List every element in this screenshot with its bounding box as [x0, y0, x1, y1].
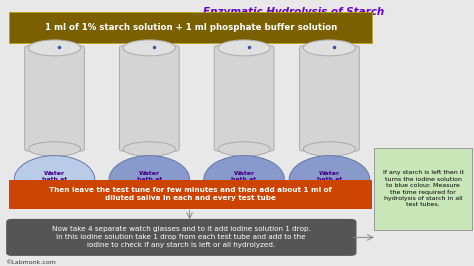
Text: ©Labmonk.com: ©Labmonk.com [5, 260, 55, 265]
Text: 1 ml of 1% starch solution + 1 ml phosphate buffer solution: 1 ml of 1% starch solution + 1 ml phosph… [45, 23, 337, 32]
Text: Water
bath at
0°C: Water bath at 0°C [42, 171, 67, 188]
Ellipse shape [123, 40, 175, 56]
Ellipse shape [218, 40, 270, 56]
Ellipse shape [28, 40, 81, 56]
FancyBboxPatch shape [6, 219, 356, 256]
Text: Water
bath at
25°C: Water bath at 25°C [137, 171, 162, 188]
Ellipse shape [303, 40, 356, 56]
FancyBboxPatch shape [25, 46, 84, 151]
Text: Now take 4 separate watch glasses and to it add iodine solution 1 drop.
In this : Now take 4 separate watch glasses and to… [52, 226, 311, 248]
FancyBboxPatch shape [119, 46, 179, 151]
Ellipse shape [14, 156, 95, 203]
Ellipse shape [204, 156, 284, 203]
Ellipse shape [289, 156, 370, 203]
Text: Water
bath at
95°C: Water bath at 95°C [317, 171, 342, 188]
FancyBboxPatch shape [300, 46, 359, 151]
Text: If any starch is left then it
turns the iodine solution
to blue colour. Measure
: If any starch is left then it turns the … [383, 170, 464, 207]
Ellipse shape [28, 142, 81, 156]
FancyBboxPatch shape [214, 46, 274, 151]
Text: Water
bath at
37°C: Water bath at 37°C [231, 171, 257, 188]
FancyBboxPatch shape [9, 180, 372, 209]
FancyBboxPatch shape [374, 148, 472, 230]
Ellipse shape [303, 142, 356, 156]
Ellipse shape [109, 156, 190, 203]
Ellipse shape [123, 142, 175, 156]
Text: Then leave the test tune for few minutes and then add about 1 ml of
diluted sali: Then leave the test tune for few minutes… [49, 187, 332, 201]
Text: Enzymatic Hydrolysis of Starch: Enzymatic Hydrolysis of Starch [203, 7, 384, 17]
Ellipse shape [218, 142, 270, 156]
FancyBboxPatch shape [9, 12, 372, 43]
